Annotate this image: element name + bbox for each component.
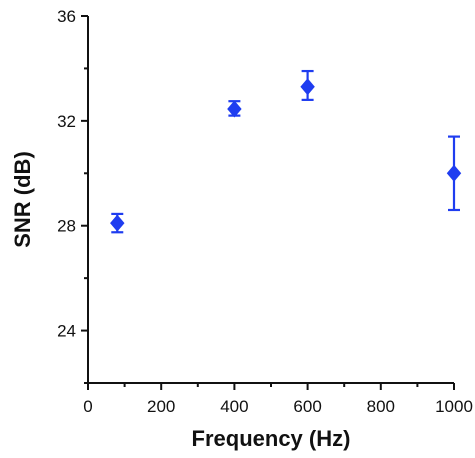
x-ticks: 0 200 400 600 800 1000 <box>83 383 473 416</box>
x-tick-label: 1000 <box>435 397 473 416</box>
diamond-marker <box>110 214 125 232</box>
diamond-marker <box>446 164 462 182</box>
data-point <box>110 212 125 234</box>
diamond-marker <box>227 100 242 118</box>
data-points <box>110 69 462 234</box>
x-tick-label: 200 <box>147 397 175 416</box>
diamond-marker <box>300 78 315 96</box>
y-axis-title: SNR (dB) <box>10 151 35 248</box>
axes <box>87 16 454 384</box>
x-tick-label: 600 <box>293 397 321 416</box>
data-point <box>227 100 242 118</box>
y-tick-label: 32 <box>57 112 76 131</box>
x-tick-label: 800 <box>367 397 395 416</box>
data-point <box>446 135 462 212</box>
x-axis-title: Frequency (Hz) <box>192 426 351 451</box>
data-point <box>300 69 315 101</box>
x-tick-label: 400 <box>220 397 248 416</box>
y-tick-label: 28 <box>57 217 76 236</box>
y-ticks: 24 28 32 36 <box>57 7 88 384</box>
x-tick-label: 0 <box>83 397 92 416</box>
y-tick-label: 24 <box>57 322 76 341</box>
y-tick-label: 36 <box>57 7 76 26</box>
